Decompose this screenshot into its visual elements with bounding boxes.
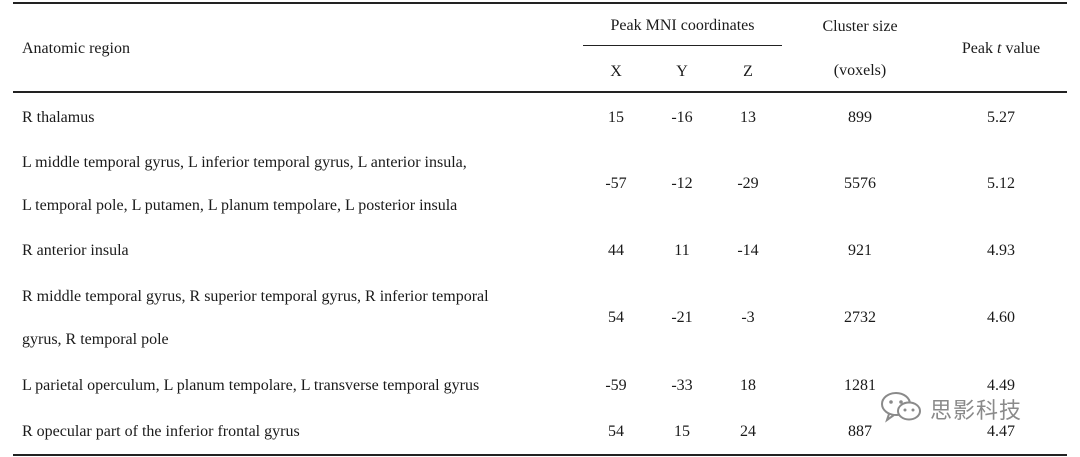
row-5-y: -33 [671,377,693,394]
table-top-rule [13,2,1067,4]
header-cluster-size: Cluster size [822,18,898,35]
row-6-region: R opecular part of the inferior frontal … [22,423,300,440]
row-2-region-line-2: L temporal pole, L putamen, L planum tem… [22,197,458,214]
row-5-peak-t: 4.49 [987,377,1015,394]
row-1-x: 15 [608,109,624,126]
wechat-icon [880,390,924,428]
row-1-cluster-size: 899 [848,109,872,126]
row-3-z: -14 [737,242,759,259]
row-2-region-line-1: L middle temporal gyrus, L inferior temp… [22,154,467,171]
row-4-region-line-2: gyrus, R temporal pole [22,331,169,348]
header-anatomic-region: Anatomic region [22,40,130,57]
row-3-x: 44 [608,242,624,259]
group-underline [583,45,782,46]
header-peak-t-value: Peak t value [941,39,1061,59]
row-4-x: 54 [608,309,624,326]
row-6-y: 15 [674,423,690,440]
header-peak-t-italic: t [997,40,1002,57]
row-1-y: -16 [671,109,693,126]
row-2-y: -12 [671,175,693,192]
table-bottom-rule [13,454,1067,456]
row-3-peak-t: 4.93 [987,242,1015,259]
row-4-z: -3 [741,309,755,326]
header-cluster-voxels: (voxels) [833,62,887,79]
row-1-region: R thalamus [22,109,95,126]
row-5-x: -59 [605,377,627,394]
row-5-cluster-size: 1281 [844,377,876,394]
watermark-text: 思影科技 [930,399,1023,424]
row-2-cluster-size: 5576 [844,175,876,192]
row-2-x: -57 [605,175,627,192]
row-1-peak-t: 5.27 [987,109,1015,126]
row-2-z: -29 [737,175,759,192]
row-4-region-line-1: R middle temporal gyrus, R superior temp… [22,288,489,305]
row-4-cluster-size: 2732 [844,309,876,326]
header-y: Y [676,63,688,80]
row-2-peak-t: 5.12 [987,175,1015,192]
header-peak-t-suffix: value [1001,40,1041,57]
header-x: X [610,63,622,80]
row-6-cluster-size: 887 [848,423,872,440]
header-bottom-rule [13,91,1067,93]
header-z: Z [743,63,753,80]
row-3-cluster-size: 921 [848,242,872,259]
row-6-z: 24 [740,423,756,440]
header-peak-mni-coordinates: Peak MNI coordinates [610,17,755,34]
header-peak-t-prefix: Peak [961,40,997,57]
row-5-z: 18 [740,377,756,394]
watermark: 思影科技 [880,391,1022,427]
row-6-peak-t: 4.47 [987,423,1015,440]
row-3-y: 11 [674,242,690,259]
row-4-peak-t: 4.60 [987,309,1015,326]
row-6-x: 54 [608,423,624,440]
row-3-region: R anterior insula [22,242,129,259]
row-4-y: -21 [671,309,693,326]
row-1-z: 13 [740,109,756,126]
row-5-region: L parietal operculum, L planum tempolare… [22,377,480,394]
